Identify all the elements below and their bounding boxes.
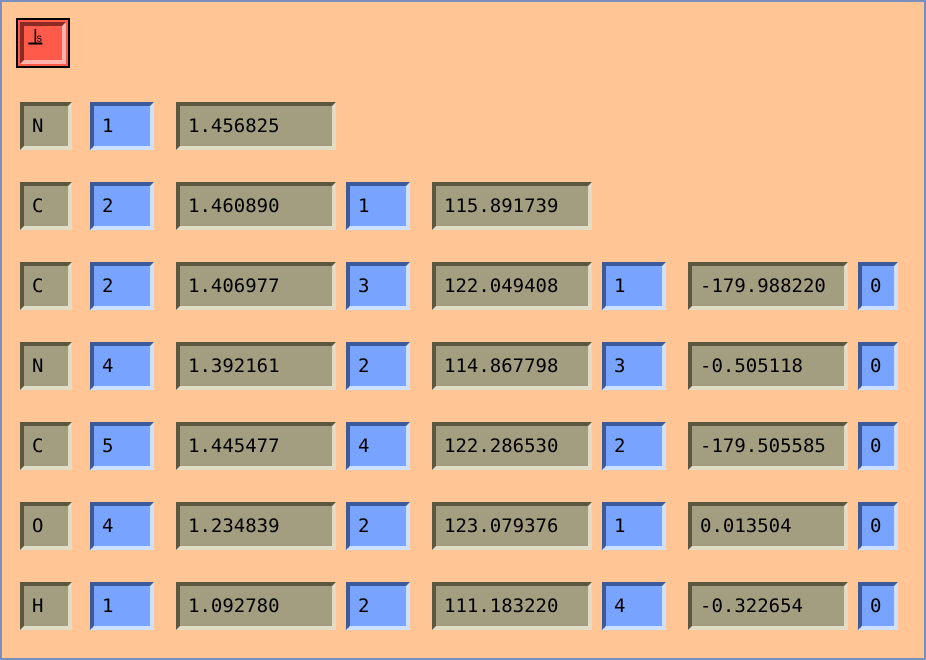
chirality-flag-field[interactable]: 0 <box>858 262 898 310</box>
bond-length-field[interactable]: 1.456825 <box>176 102 336 150</box>
bond-angle-field[interactable]: 122.286530 <box>432 422 592 470</box>
bond-ref-field[interactable]: 4 <box>90 342 154 390</box>
angle-ref-field[interactable]: 2 <box>346 502 410 550</box>
dihedral-angle-field[interactable]: -0.322654 <box>688 582 848 630</box>
menu-button[interactable]: ⫡ <box>16 18 70 68</box>
bond-angle-field[interactable]: 123.079376 <box>432 502 592 550</box>
dihedral-angle-field[interactable]: -179.505585 <box>688 422 848 470</box>
bond-length-field[interactable]: 1.234839 <box>176 502 336 550</box>
angle-ref-field[interactable]: 4 <box>346 422 410 470</box>
bond-ref-field[interactable]: 2 <box>90 262 154 310</box>
atom-symbol-field[interactable]: O <box>20 502 72 550</box>
menu-button-bevel <box>20 22 66 64</box>
bond-length-field[interactable]: 1.092780 <box>176 582 336 630</box>
angle-ref-field[interactable]: 1 <box>346 182 410 230</box>
bond-angle-field[interactable]: 115.891739 <box>432 182 592 230</box>
angle-ref-field[interactable]: 2 <box>346 582 410 630</box>
bond-ref-field[interactable]: 1 <box>90 582 154 630</box>
dihedral-ref-field[interactable]: 3 <box>602 342 666 390</box>
bond-ref-field[interactable]: 4 <box>90 502 154 550</box>
bond-angle-field[interactable]: 111.183220 <box>432 582 592 630</box>
chirality-flag-field[interactable]: 0 <box>858 502 898 550</box>
chirality-flag-field[interactable]: 0 <box>858 422 898 470</box>
chirality-flag-field[interactable]: 0 <box>858 582 898 630</box>
bond-length-field[interactable]: 1.406977 <box>176 262 336 310</box>
bond-ref-field[interactable]: 5 <box>90 422 154 470</box>
dihedral-ref-field[interactable]: 4 <box>602 582 666 630</box>
atom-symbol-field[interactable]: N <box>20 102 72 150</box>
bond-length-field[interactable]: 1.460890 <box>176 182 336 230</box>
dihedral-ref-field[interactable]: 1 <box>602 502 666 550</box>
atom-symbol-field[interactable]: C <box>20 262 72 310</box>
dihedral-angle-field[interactable]: 0.013504 <box>688 502 848 550</box>
bond-angle-field[interactable]: 114.867798 <box>432 342 592 390</box>
atom-symbol-field[interactable]: H <box>20 582 72 630</box>
angle-ref-field[interactable]: 3 <box>346 262 410 310</box>
bond-ref-field[interactable]: 1 <box>90 102 154 150</box>
anchor-icon: ⫡ <box>28 25 43 50</box>
atom-symbol-field[interactable]: C <box>20 422 72 470</box>
dihedral-angle-field[interactable]: -0.505118 <box>688 342 848 390</box>
bond-ref-field[interactable]: 2 <box>90 182 154 230</box>
bond-length-field[interactable]: 1.392161 <box>176 342 336 390</box>
chirality-flag-field[interactable]: 0 <box>858 342 898 390</box>
dihedral-ref-field[interactable]: 1 <box>602 262 666 310</box>
atom-symbol-field[interactable]: N <box>20 342 72 390</box>
bond-angle-field[interactable]: 122.049408 <box>432 262 592 310</box>
dihedral-ref-field[interactable]: 2 <box>602 422 666 470</box>
atom-symbol-field[interactable]: C <box>20 182 72 230</box>
dihedral-angle-field[interactable]: -179.988220 <box>688 262 848 310</box>
bond-length-field[interactable]: 1.445477 <box>176 422 336 470</box>
angle-ref-field[interactable]: 2 <box>346 342 410 390</box>
